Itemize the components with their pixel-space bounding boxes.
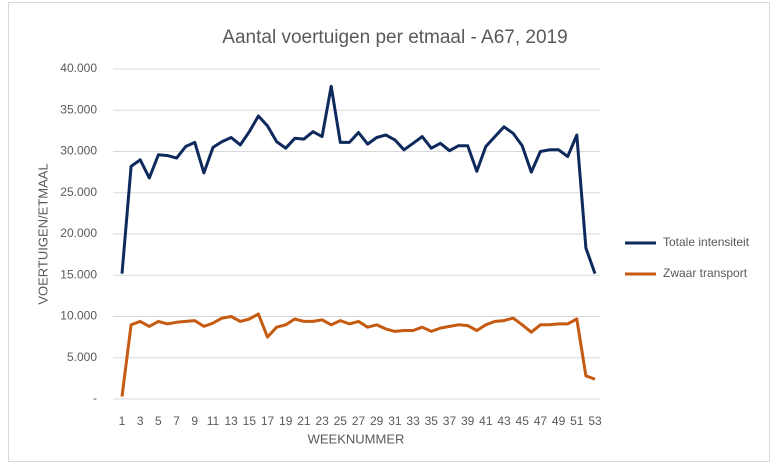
x-tick-label: 19: [279, 414, 293, 428]
x-tick-label: 33: [406, 414, 420, 428]
x-tick-label: 27: [352, 414, 366, 428]
x-tick-label: 35: [425, 414, 439, 428]
legend-label: Totale intensiteit: [663, 235, 750, 249]
x-tick-label: 39: [461, 414, 475, 428]
x-tick-label: 15: [243, 414, 257, 428]
legend-label: Zwaar transport: [663, 266, 748, 280]
x-tick-label: 17: [261, 414, 275, 428]
y-tick-label: 15.000: [60, 267, 97, 281]
x-tick-label: 7: [173, 414, 180, 428]
x-tick-label: 51: [570, 414, 584, 428]
x-tick-label: 31: [388, 414, 402, 428]
x-tick-label: 53: [588, 414, 602, 428]
series-line: [120, 84, 597, 275]
x-tick-label: 13: [224, 414, 238, 428]
x-tick-label: 11: [207, 414, 220, 428]
x-tick-label: 9: [191, 414, 198, 428]
x-tick-label: 43: [497, 414, 511, 428]
x-tick-label: 25: [334, 414, 348, 428]
y-tick-label: 40.000: [60, 61, 97, 75]
chart-frame: [8, 2, 770, 462]
x-tick-label: 21: [297, 414, 311, 428]
x-tick-label: 29: [370, 414, 384, 428]
x-tick-label: 1: [119, 414, 126, 428]
x-tick-label: 47: [534, 414, 548, 428]
y-axis-title: VOERTUIGEN/ETMAAL: [35, 163, 50, 304]
y-tick-label: 5.000: [67, 350, 97, 364]
y-tick-label: 25.000: [60, 185, 97, 199]
chart-title: Aantal voertuigen per etmaal - A67, 2019: [222, 27, 567, 48]
y-tick-label: 30.000: [60, 144, 97, 158]
y-tick-label: 20.000: [60, 226, 97, 240]
x-tick-label: 23: [315, 414, 329, 428]
y-tick-label: 10.000: [60, 309, 97, 323]
x-axis-title: WEEKNUMMER: [308, 431, 405, 446]
x-tick-label: 41: [479, 414, 493, 428]
x-tick-label: 45: [516, 414, 530, 428]
y-tick-label: 35.000: [60, 102, 97, 116]
x-tick-label: 5: [155, 414, 162, 428]
x-tick-label: 3: [137, 414, 144, 428]
x-tick-label: 37: [443, 414, 457, 428]
x-tick-label: 49: [552, 414, 566, 428]
y-tick-label: -: [93, 391, 97, 405]
series-line: [120, 312, 596, 397]
